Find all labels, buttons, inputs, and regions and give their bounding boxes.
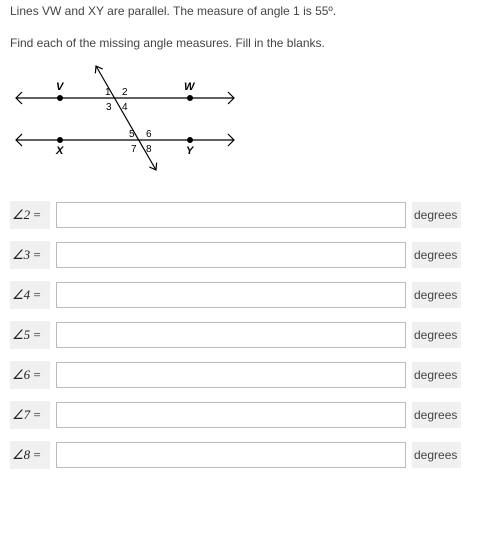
answer-row: ∠6 = degrees (10, 361, 490, 389)
parallel-lines-diagram: V W X Y 1234 5678 (10, 60, 490, 183)
unit-label: degrees (412, 442, 461, 468)
angle-label: ∠3 = (10, 241, 50, 269)
svg-text:4: 4 (122, 102, 128, 113)
equals-sign: = (30, 407, 41, 422)
equals-sign: = (30, 367, 41, 382)
svg-text:8: 8 (146, 144, 152, 155)
unit-label: degrees (412, 322, 461, 348)
svg-text:X: X (55, 145, 64, 157)
equals-sign: = (30, 207, 41, 222)
answer-row: ∠7 = degrees (10, 401, 490, 429)
svg-text:W: W (184, 81, 196, 93)
angle-symbol: ∠2 (12, 207, 30, 222)
angle-symbol: ∠3 (12, 247, 30, 262)
angle-answer-input[interactable] (56, 242, 406, 268)
angle-symbol: ∠6 (12, 367, 30, 382)
angle-answer-input[interactable] (56, 362, 406, 388)
angle-symbol: ∠5 (12, 327, 30, 342)
answer-row: ∠2 = degrees (10, 201, 490, 229)
equals-sign: = (30, 447, 41, 462)
intro-text: Lines VW and XY are parallel. The measur… (10, 4, 490, 18)
svg-text:2: 2 (122, 87, 128, 98)
svg-text:3: 3 (106, 102, 112, 113)
angle-label: ∠7 = (10, 401, 50, 429)
angle-answer-input[interactable] (56, 282, 406, 308)
diagram-svg: V W X Y 1234 5678 (10, 60, 240, 180)
angle-symbol: ∠7 (12, 407, 30, 422)
angle-answer-input[interactable] (56, 322, 406, 348)
angle-label: ∠5 = (10, 321, 50, 349)
unit-label: degrees (412, 402, 461, 428)
unit-label: degrees (412, 242, 461, 268)
answer-row: ∠3 = degrees (10, 241, 490, 269)
svg-text:5: 5 (129, 129, 135, 140)
prompt-text: Find each of the missing angle measures.… (10, 36, 490, 50)
svg-text:6: 6 (146, 129, 152, 140)
answer-row: ∠4 = degrees (10, 281, 490, 309)
svg-text:Y: Y (186, 145, 195, 157)
angle-label: ∠2 = (10, 201, 50, 229)
answer-row: ∠5 = degrees (10, 321, 490, 349)
angle-symbol: ∠8 (12, 447, 30, 462)
svg-text:7: 7 (131, 144, 137, 155)
angle-answer-input[interactable] (56, 442, 406, 468)
angle-label: ∠4 = (10, 281, 50, 309)
unit-label: degrees (412, 202, 461, 228)
angle-symbol: ∠4 (12, 287, 30, 302)
svg-text:1: 1 (105, 87, 111, 98)
angle-answer-input[interactable] (56, 402, 406, 428)
angle-label: ∠8 = (10, 441, 50, 469)
answers-list: ∠2 = degrees∠3 = degrees∠4 =degrees∠5 =d… (10, 201, 490, 469)
angle-answer-input[interactable] (56, 202, 406, 228)
equals-sign: = (30, 247, 41, 262)
equals-sign: = (30, 327, 41, 342)
equals-sign: = (30, 287, 41, 302)
angle-label: ∠6 = (10, 361, 50, 389)
unit-label: degrees (412, 362, 461, 388)
answer-row: ∠8 = degrees (10, 441, 490, 469)
unit-label: degrees (412, 282, 461, 308)
svg-text:V: V (56, 81, 65, 93)
